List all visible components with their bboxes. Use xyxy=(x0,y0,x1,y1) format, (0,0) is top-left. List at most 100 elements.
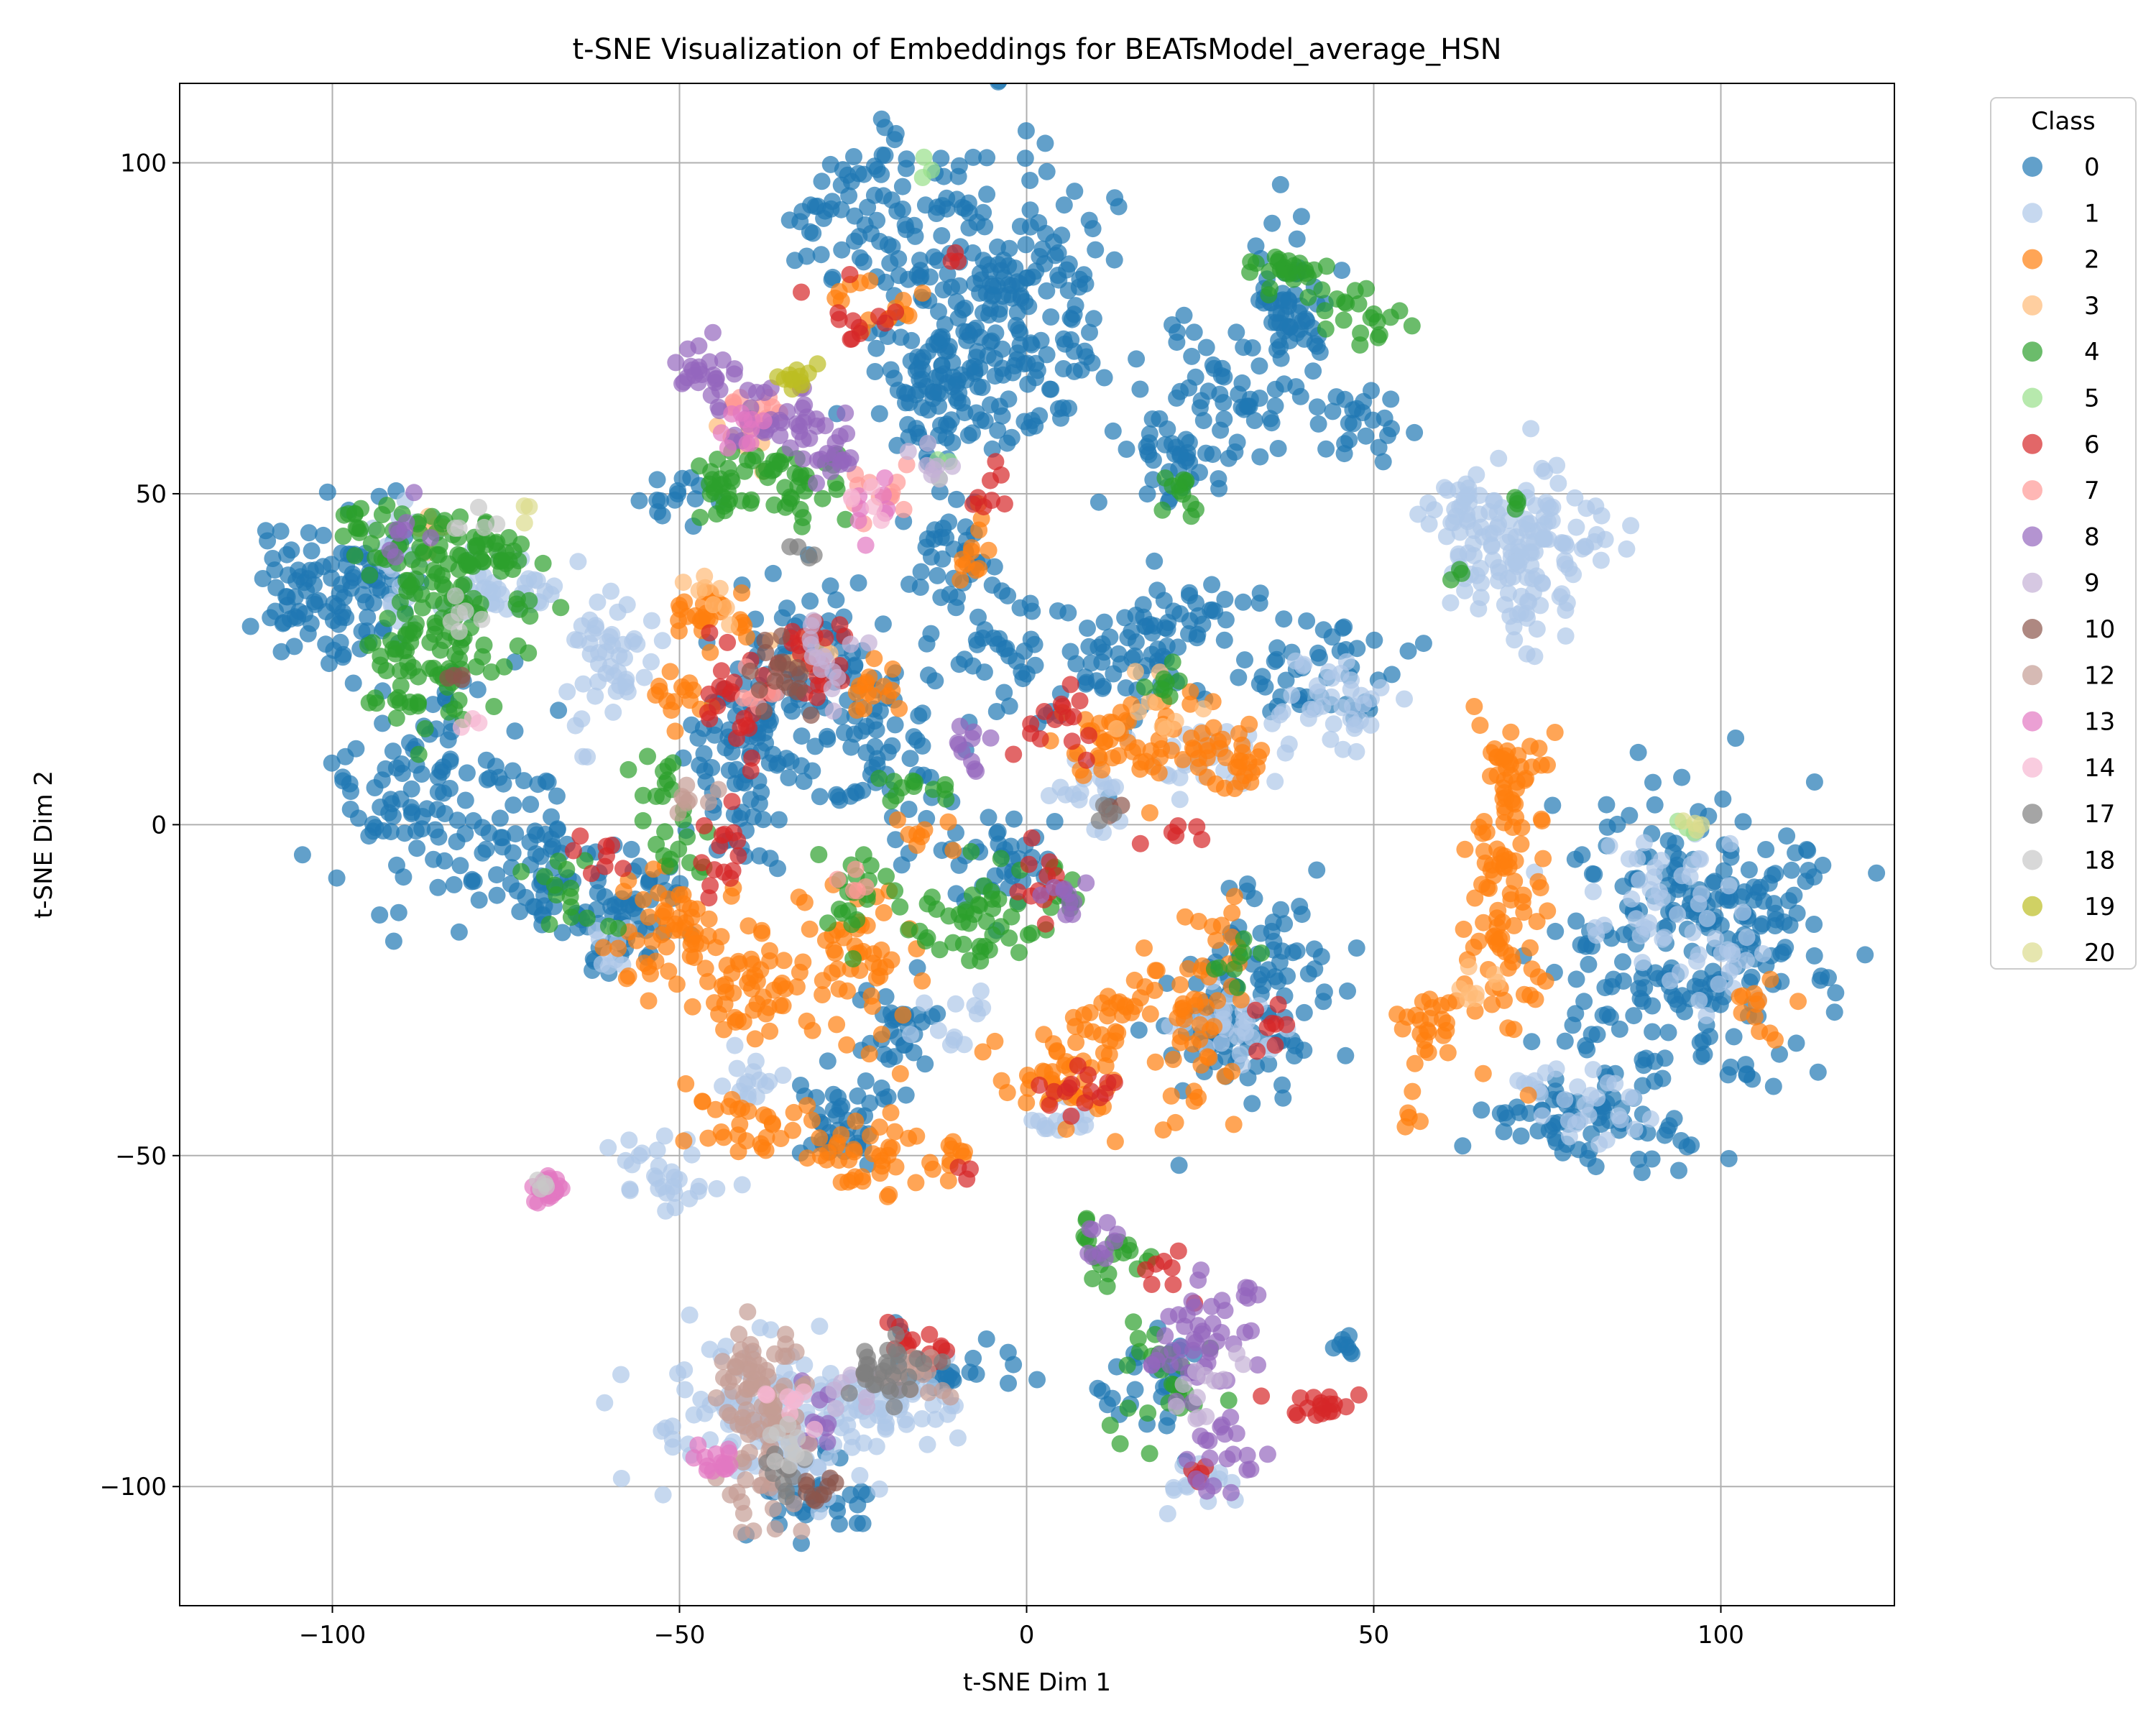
point-class-4 xyxy=(387,645,405,663)
point-class-1 xyxy=(599,1138,617,1156)
point-class-2 xyxy=(1493,914,1511,932)
point-class-0 xyxy=(925,530,943,548)
point-class-2 xyxy=(1474,1064,1492,1082)
point-class-0 xyxy=(262,609,280,627)
point-class-0 xyxy=(1544,796,1562,814)
point-class-0 xyxy=(1026,656,1044,674)
point-class-1 xyxy=(1560,1128,1578,1146)
point-class-0 xyxy=(999,586,1017,604)
point-class-0 xyxy=(1364,411,1382,429)
legend-label-class-14: 14 xyxy=(2084,754,2115,783)
point-class-4 xyxy=(387,691,405,709)
point-class-0 xyxy=(1236,651,1253,669)
point-class-2 xyxy=(1198,737,1216,755)
point-class-2 xyxy=(753,1138,771,1156)
point-class-6 xyxy=(1080,727,1097,745)
point-class-0 xyxy=(610,897,628,915)
point-class-1 xyxy=(589,593,607,611)
point-class-0 xyxy=(299,625,317,643)
point-class-20 xyxy=(1686,814,1704,832)
point-class-3 xyxy=(1153,717,1171,735)
point-class-0 xyxy=(550,702,568,719)
point-class-2 xyxy=(1546,724,1564,741)
point-class-0 xyxy=(1277,671,1295,689)
point-class-9 xyxy=(944,457,962,475)
point-class-1 xyxy=(1283,686,1301,704)
point-class-0 xyxy=(1251,584,1269,602)
point-class-0 xyxy=(1714,790,1732,808)
legend-marker-class-7 xyxy=(2022,480,2042,501)
point-class-18 xyxy=(456,602,474,620)
point-class-0 xyxy=(451,857,469,875)
point-class-0 xyxy=(968,343,986,361)
point-class-6 xyxy=(1082,1082,1100,1100)
point-class-4 xyxy=(882,792,900,810)
point-class-0 xyxy=(1022,630,1040,648)
point-class-4 xyxy=(660,857,678,875)
point-class-0 xyxy=(1131,380,1149,398)
point-class-4 xyxy=(1225,960,1243,978)
point-class-0 xyxy=(1084,310,1102,328)
point-class-0 xyxy=(1809,1063,1827,1081)
point-class-9 xyxy=(803,648,821,666)
point-class-12 xyxy=(742,1335,760,1353)
point-class-0 xyxy=(1598,796,1616,814)
point-class-0 xyxy=(267,579,285,597)
plot-frame xyxy=(179,83,1895,1606)
point-class-4 xyxy=(733,492,751,510)
point-class-9 xyxy=(1205,1372,1223,1389)
point-class-8 xyxy=(963,753,980,770)
point-class-2 xyxy=(731,1116,749,1133)
point-class-1 xyxy=(1533,1107,1551,1125)
point-class-1 xyxy=(569,553,587,571)
scatter-points xyxy=(241,83,1886,1552)
point-class-6 xyxy=(1054,697,1072,715)
point-class-1 xyxy=(597,643,614,661)
point-class-4 xyxy=(1187,500,1204,518)
point-class-8 xyxy=(951,717,969,735)
point-class-1 xyxy=(972,982,990,1000)
point-class-14 xyxy=(452,718,470,736)
point-class-0 xyxy=(877,988,895,1006)
point-class-1 xyxy=(596,1394,614,1412)
point-class-3 xyxy=(1467,990,1485,1008)
point-class-8 xyxy=(1098,1214,1116,1232)
point-class-4 xyxy=(534,554,552,572)
point-class-4 xyxy=(1317,257,1335,275)
point-class-0 xyxy=(975,203,992,221)
point-class-0 xyxy=(806,737,824,755)
point-class-0 xyxy=(979,256,997,274)
point-class-9 xyxy=(824,702,842,720)
point-class-6 xyxy=(964,495,982,513)
point-class-2 xyxy=(814,972,831,990)
point-class-0 xyxy=(770,811,788,829)
point-class-0 xyxy=(1027,369,1045,387)
point-class-2 xyxy=(894,1006,912,1024)
point-class-0 xyxy=(1279,967,1296,985)
point-class-1 xyxy=(1626,1121,1644,1138)
point-class-1 xyxy=(751,1319,769,1337)
point-class-0 xyxy=(931,483,949,501)
point-class-4 xyxy=(459,556,476,574)
point-class-10 xyxy=(798,1476,816,1494)
point-class-1 xyxy=(1470,600,1488,618)
point-class-0 xyxy=(1512,1127,1530,1145)
point-class-9 xyxy=(931,470,949,488)
point-class-0 xyxy=(321,655,338,673)
legend-marker-class-20 xyxy=(2022,942,2042,963)
point-class-0 xyxy=(1095,613,1113,631)
point-class-1 xyxy=(1690,895,1708,913)
point-class-0 xyxy=(1141,434,1158,452)
point-class-0 xyxy=(1036,134,1054,152)
point-class-0 xyxy=(926,672,944,690)
point-class-4 xyxy=(957,903,975,921)
series-class-19 xyxy=(769,355,826,398)
point-class-7 xyxy=(847,860,865,878)
point-class-2 xyxy=(865,650,883,668)
point-class-4 xyxy=(862,857,880,875)
point-class-4 xyxy=(678,828,696,846)
point-class-0 xyxy=(879,328,897,345)
point-class-0 xyxy=(323,569,341,587)
point-class-1 xyxy=(745,1063,763,1081)
point-class-6 xyxy=(1247,1001,1264,1019)
